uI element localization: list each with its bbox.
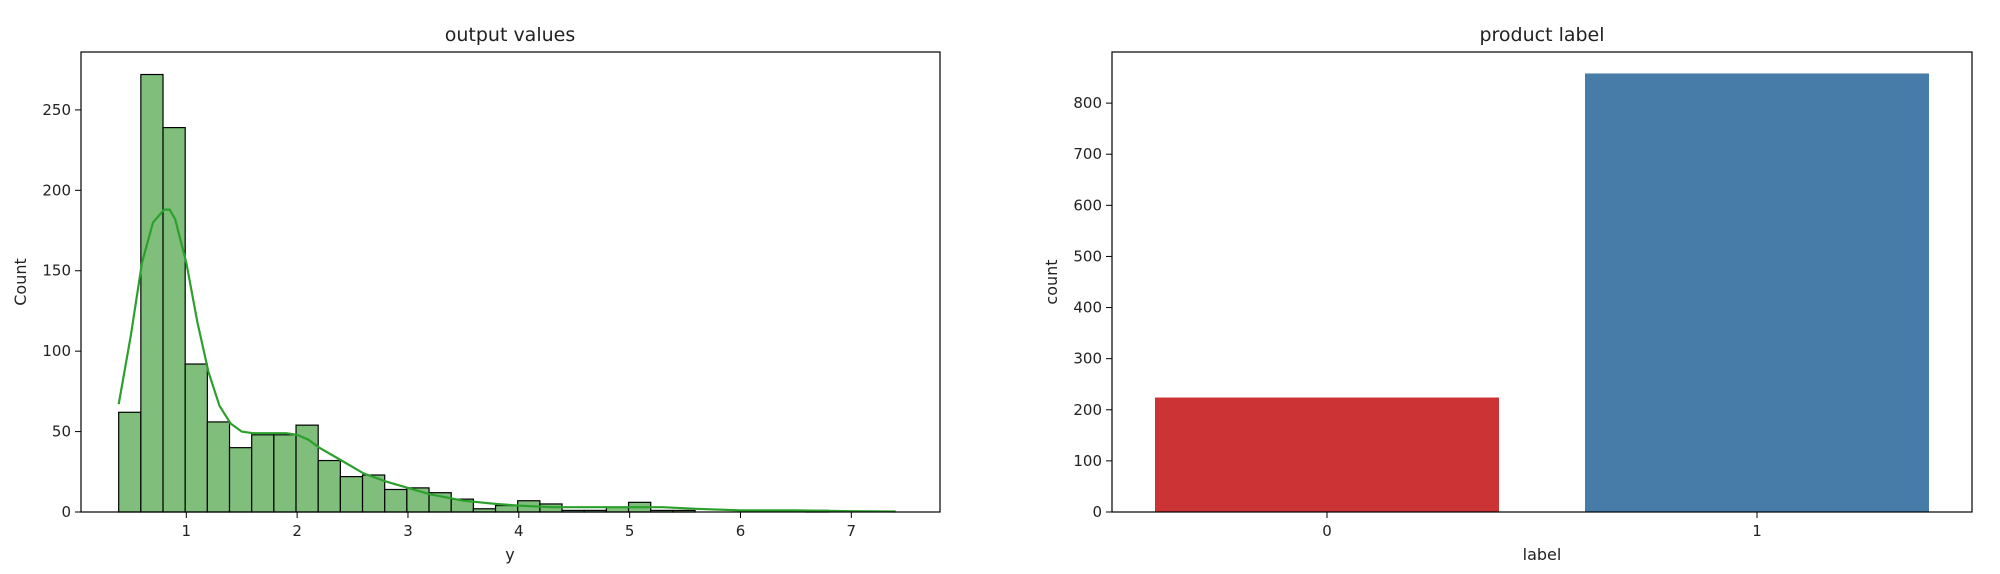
histogram-x-tick-label: 1 (182, 522, 192, 540)
bar-chart-title: product label (1479, 24, 1604, 46)
bar-category-1 (1585, 73, 1929, 512)
bar-chart-y-tick-label: 700 (1073, 145, 1102, 163)
histogram-bar (494, 504, 519, 513)
histogram-x-tick-label: 6 (736, 522, 746, 540)
bar-chart-ticks: 0 1 0 100 200 300 400 500 600 700 800 (1073, 94, 1761, 540)
bar-chart-y-tick-label: 100 (1073, 452, 1102, 470)
histogram-x-tick-label: 7 (847, 522, 857, 540)
histogram-bar (384, 488, 408, 513)
bar-chart-y-tick-label: 600 (1073, 196, 1102, 214)
histogram-bar (140, 73, 164, 513)
label-count-chart: product label 0 1 0 100 200 300 400 500 600 700 80… (1042, 24, 1973, 564)
histogram-bar (273, 434, 297, 513)
bar-chart-x-tick-label: 0 (1322, 522, 1332, 540)
bar-chart-y-tick-label: 500 (1073, 247, 1102, 265)
histogram-x-tick-label: 2 (292, 522, 302, 540)
histogram-bar (339, 476, 364, 513)
bar-chart-y-tick-label: 300 (1073, 350, 1102, 368)
histogram-x-axis-label: y (505, 545, 514, 564)
histogram-ticks: 1 2 3 4 5 6 7 0 50 100 150 200 250 (42, 101, 856, 540)
histogram-y-tick-label: 150 (42, 262, 71, 280)
histogram-bar (251, 434, 275, 513)
bar-chart-x-axis-label: label (1523, 545, 1562, 564)
histogram-y-tick-label: 250 (42, 101, 71, 119)
histogram-kde-curve (117, 208, 896, 513)
bar-chart-y-axis-label: count (1042, 259, 1061, 304)
histogram-x-tick-label: 5 (625, 522, 635, 540)
bar-chart-y-tick-label: 800 (1073, 94, 1102, 112)
histogram-y-tick-label: 200 (42, 181, 71, 199)
bar-chart-axes-frame (1111, 51, 1973, 513)
bar-chart-bars (1155, 73, 1929, 512)
bar-chart-y-tick-label: 200 (1073, 401, 1102, 419)
histogram-bar (184, 363, 208, 513)
histogram-y-tick-label: 50 (52, 423, 71, 441)
histogram-x-tick-label: 4 (514, 522, 524, 540)
bar-category-0 (1155, 397, 1499, 512)
histogram-y-tick-label: 100 (42, 342, 71, 360)
histogram-x-tick-label: 3 (403, 522, 413, 540)
bar-chart-x-tick-label: 1 (1752, 522, 1762, 540)
histogram-bar (118, 411, 142, 513)
histogram-bar (317, 459, 341, 513)
histogram-y-tick-label: 0 (61, 503, 71, 521)
bar-chart-y-tick-label: 0 (1092, 503, 1102, 521)
histogram-bar (162, 126, 186, 513)
histogram-bar (228, 447, 253, 513)
histogram-title: output values (445, 24, 576, 46)
histogram-bars (118, 73, 829, 513)
histogram-y-axis-label: Count (11, 258, 30, 306)
histogram-axes-frame (80, 51, 941, 513)
histogram-bar (206, 421, 231, 513)
histogram-chart: output values 1 2 3 4 5 6 7 0 50 100 150 200 250 y C… (11, 24, 941, 564)
bar-chart-y-tick-label: 400 (1073, 299, 1102, 317)
